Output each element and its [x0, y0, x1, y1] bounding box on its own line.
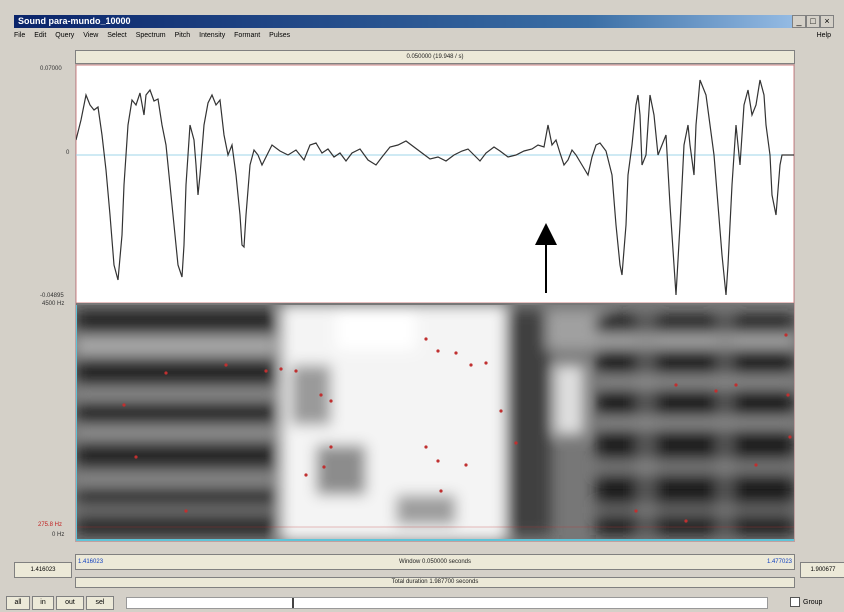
- menu-view[interactable]: View: [83, 32, 99, 39]
- group-checkbox[interactable]: [790, 597, 800, 607]
- window-start-time: 1.416023: [78, 559, 104, 565]
- spectrogram: [75, 303, 794, 541]
- waveform-y-zero: 0: [66, 150, 70, 156]
- scrollbar-thumb[interactable]: [292, 598, 294, 608]
- group-toggle[interactable]: Group: [790, 597, 822, 607]
- time-scrollbar[interactable]: [126, 597, 768, 609]
- menu-spectrum[interactable]: Spectrum: [135, 32, 166, 39]
- right-time-box[interactable]: 1.900677: [800, 562, 844, 578]
- spectrogram-y-min: 0 Hz: [52, 532, 65, 538]
- maximize-button[interactable]: □: [806, 15, 820, 28]
- signal-view[interactable]: [75, 64, 795, 542]
- zoom-selection-button[interactable]: sel: [86, 596, 114, 610]
- window-duration: Window 0.050000 seconds: [398, 559, 472, 565]
- bottom-toolbar: all in out sel Group: [0, 594, 844, 612]
- spectrogram-y-max: 4500 Hz: [42, 301, 65, 307]
- window-end-time: 1.477023: [766, 559, 792, 565]
- zoom-out-button[interactable]: out: [56, 596, 84, 610]
- selection-range-bar[interactable]: 0.050000 (19.948 / s): [75, 50, 795, 64]
- zoom-all-button[interactable]: all: [6, 596, 30, 610]
- menu-file[interactable]: File: [14, 32, 26, 39]
- waveform-area: [75, 64, 795, 304]
- menu-query[interactable]: Query: [55, 32, 75, 39]
- total-duration-bar[interactable]: Total duration 1.987700 seconds: [75, 577, 795, 588]
- arrow-marker: [535, 223, 557, 293]
- waveform-trace: [75, 79, 794, 296]
- menu-intensity[interactable]: Intensity: [199, 32, 226, 39]
- menu-bar: File Edit Query View Select Spectrum Pit…: [14, 29, 844, 43]
- minimize-button[interactable]: _: [792, 15, 806, 28]
- window-titlebar[interactable]: Sound para-mundo_10000 _ □ ×: [14, 15, 834, 28]
- waveform-y-min: -0.04895: [40, 293, 64, 299]
- close-button[interactable]: ×: [820, 15, 834, 28]
- menu-pitch[interactable]: Pitch: [174, 32, 191, 39]
- formant-y-label: 275.8 Hz: [38, 522, 63, 528]
- zoom-in-button[interactable]: in: [32, 596, 54, 610]
- group-label: Group: [803, 598, 823, 606]
- menu-edit[interactable]: Edit: [34, 32, 47, 39]
- menu-pulses[interactable]: Pulses: [269, 32, 291, 39]
- left-time-box[interactable]: 1.416023: [14, 562, 72, 578]
- window-title: Sound para-mundo_10000: [18, 16, 131, 26]
- window-bar[interactable]: 1.416023 Window 0.050000 seconds 1.47702…: [75, 554, 795, 570]
- waveform-y-max: 0.07000: [40, 66, 62, 72]
- menu-select[interactable]: Select: [107, 32, 127, 39]
- menu-help[interactable]: Help: [816, 32, 831, 39]
- menu-formant[interactable]: Formant: [234, 32, 261, 39]
